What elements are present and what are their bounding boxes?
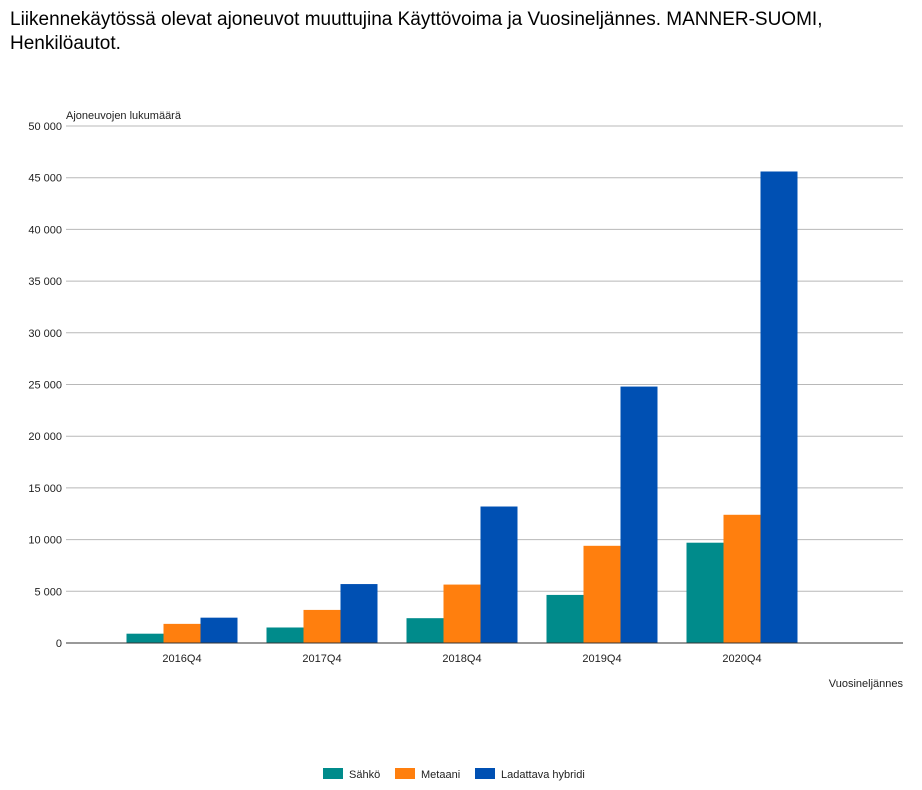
x-tick-label: 2017Q4 bbox=[302, 653, 341, 665]
bar bbox=[303, 609, 341, 643]
y-tick-label: 10 000 bbox=[28, 535, 62, 547]
x-axis-ticks: 2016Q4 2017Q4 2018Q4 2019Q4 2020Q4 bbox=[162, 653, 761, 665]
bar bbox=[480, 506, 518, 643]
bar bbox=[163, 623, 201, 643]
x-tick-label: 2020Q4 bbox=[722, 653, 761, 665]
y-tick-label: 35 000 bbox=[28, 276, 62, 288]
bar bbox=[200, 617, 238, 643]
bar bbox=[546, 594, 584, 643]
legend-label: Sähkö bbox=[349, 769, 380, 781]
bar bbox=[443, 584, 481, 643]
y-tick-label: 50 000 bbox=[28, 121, 62, 133]
bar bbox=[340, 584, 378, 643]
bar bbox=[723, 514, 761, 643]
legend-label: Ladattava hybridi bbox=[501, 769, 585, 781]
y-tick-label: 40 000 bbox=[28, 224, 62, 236]
bar bbox=[686, 542, 724, 643]
y-tick-label: 5 000 bbox=[34, 586, 62, 598]
x-tick-label: 2019Q4 bbox=[582, 653, 621, 665]
y-axis-ticks: 0 5 000 10 000 15 000 20 000 25 000 30 000 35 0… bbox=[28, 121, 62, 650]
y-tick-label: 45 000 bbox=[28, 173, 62, 185]
bar bbox=[266, 627, 304, 643]
bars bbox=[126, 171, 798, 643]
y-tick-label: 0 bbox=[56, 638, 62, 650]
bar bbox=[620, 386, 658, 643]
legend-swatch bbox=[395, 768, 415, 779]
y-axis-title: Ajoneuvojen lukumäärä bbox=[66, 110, 182, 122]
x-tick-label: 2016Q4 bbox=[162, 653, 201, 665]
legend: Sähkö Metaani Ladattava hybridi bbox=[323, 768, 585, 781]
bar bbox=[406, 618, 444, 643]
legend-swatch bbox=[475, 768, 495, 779]
y-tick-label: 25 000 bbox=[28, 380, 62, 392]
bar bbox=[760, 171, 798, 643]
y-tick-label: 30 000 bbox=[28, 328, 62, 340]
y-tick-label: 15 000 bbox=[28, 483, 62, 495]
bar bbox=[126, 633, 164, 643]
x-axis-title: Vuosineljännes bbox=[829, 678, 904, 690]
x-tick-label: 2018Q4 bbox=[442, 653, 481, 665]
legend-label: Metaani bbox=[421, 769, 460, 781]
legend-swatch bbox=[323, 768, 343, 779]
bar bbox=[583, 545, 621, 643]
y-tick-label: 20 000 bbox=[28, 431, 62, 443]
chart-title: Liikennekäytössä olevat ajoneuvot muuttu… bbox=[10, 9, 823, 54]
